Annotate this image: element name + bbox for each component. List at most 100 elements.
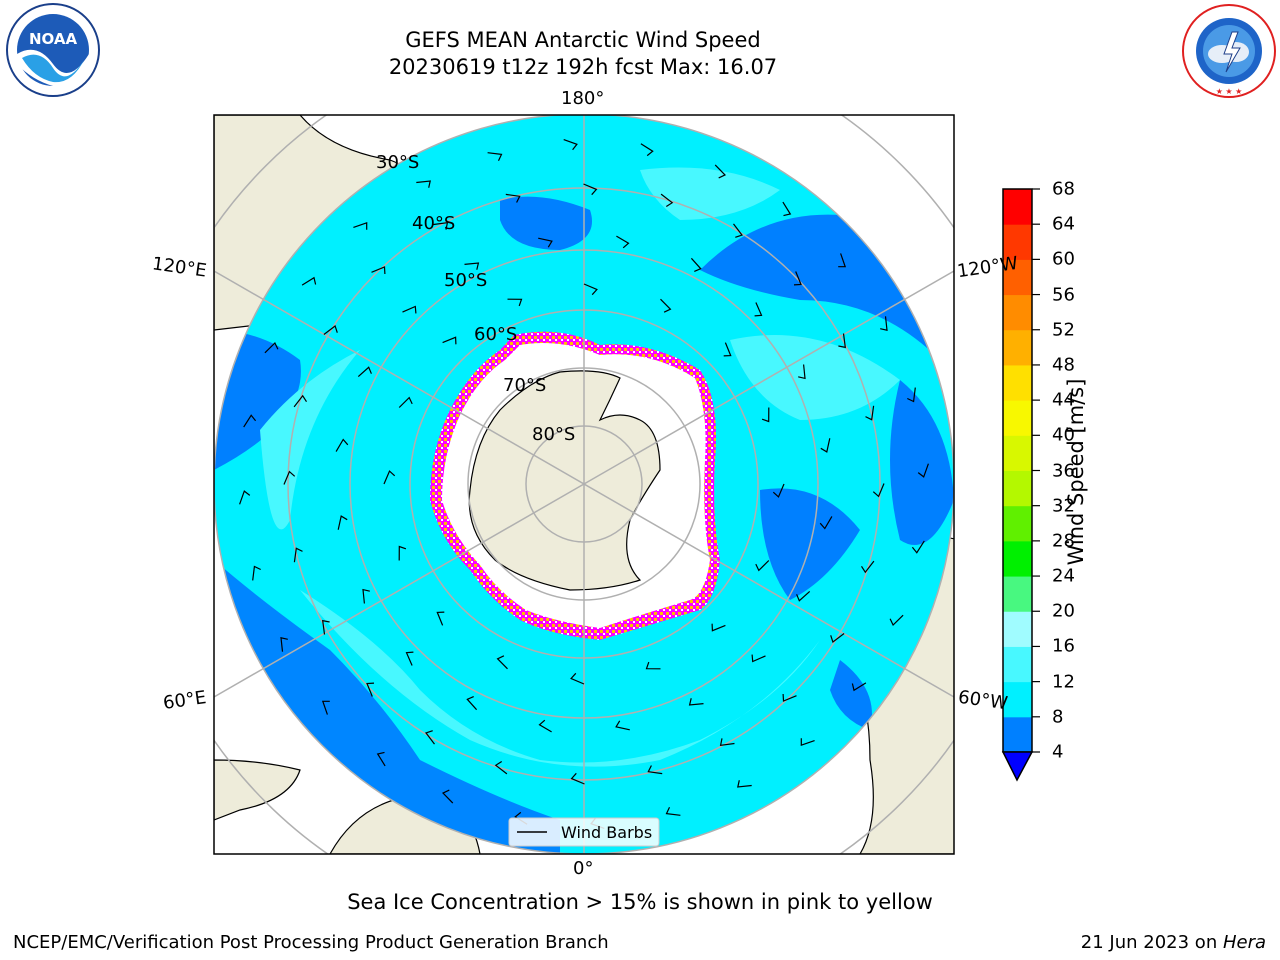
wind-barb	[838, 253, 847, 268]
wind-barb	[754, 302, 763, 317]
wind-barb	[366, 682, 375, 697]
wind-barb	[442, 336, 457, 345]
wind-barb	[793, 271, 802, 286]
colorbar-segment	[1003, 259, 1032, 296]
lat-label-50: 50°S	[444, 270, 488, 291]
wind-barb	[293, 394, 308, 408]
wind-barb	[772, 483, 785, 498]
colorbar-tick-label: 16	[1052, 635, 1075, 657]
map-subtitle: 20230619 t12z 192h fcst Max: 16.07	[388, 55, 778, 79]
colorbar-tick-label: 56	[1052, 284, 1075, 306]
noaa-logo: NOAA	[6, 3, 100, 97]
wind-barb	[688, 698, 704, 706]
wind-barb	[889, 614, 904, 627]
colorbar-segment	[1003, 189, 1032, 225]
wind-barb	[376, 751, 386, 767]
colorbar-segment	[1003, 681, 1032, 718]
wind-barb	[496, 655, 508, 670]
wind-barb	[872, 483, 885, 498]
wind-barb	[719, 738, 735, 747]
colorbar-segment	[1003, 224, 1032, 260]
footer-date: 21 Jun 2023 on Hera	[1081, 932, 1266, 953]
map-frame	[213, 114, 955, 855]
wind-barb	[436, 611, 445, 626]
wind-barb	[243, 414, 257, 428]
wind-barb	[283, 470, 296, 485]
wind-barb	[800, 738, 815, 747]
wind-barb	[723, 342, 732, 357]
wind-barb	[321, 700, 330, 715]
lon-label-bottom: 0°	[573, 858, 594, 879]
wind-barb	[466, 696, 478, 711]
colorbar-segment	[1003, 576, 1032, 612]
wind-barb	[416, 180, 431, 188]
wind-barb	[733, 223, 743, 238]
wind-barb	[917, 463, 929, 478]
wind-barb	[371, 266, 386, 275]
wind-barb	[323, 325, 338, 335]
wind-barb	[402, 305, 417, 314]
map-title: GEFS MEAN Antarctic Wind Speed	[405, 28, 761, 52]
wind-barb	[583, 183, 598, 196]
colorbar-tick-label: 52	[1052, 319, 1075, 341]
wind-barb	[880, 316, 888, 331]
lat-label-70: 70°S	[503, 375, 547, 396]
wind-barb	[353, 221, 368, 230]
wind-barb	[645, 661, 661, 670]
colorbar-segment	[1003, 364, 1032, 401]
wind-barb	[280, 637, 288, 652]
wind-barb	[711, 623, 726, 632]
lat-label-80: 80°S	[532, 424, 576, 445]
wind-barb	[865, 405, 875, 421]
wind-barb	[751, 654, 766, 663]
legend-label: Wind Barbs	[561, 823, 652, 842]
colorbar-segment	[1003, 435, 1032, 471]
lon-label-top: 180°	[561, 88, 605, 109]
wind-barb	[616, 235, 630, 249]
graticule	[214, 115, 954, 854]
colorbar-tick-label: 20	[1052, 600, 1075, 622]
wind-barb	[796, 590, 811, 602]
wind-barb	[820, 438, 831, 453]
wind-barb	[398, 545, 407, 561]
colorbar	[1003, 188, 1040, 753]
footer-date-text: 21 Jun 2023 on	[1080, 932, 1223, 953]
wind-barb	[464, 262, 480, 270]
wind-barb	[798, 364, 806, 380]
nws-logo: ★ ★ ★	[1182, 4, 1276, 98]
wind-barb	[570, 672, 585, 685]
footer-host: Hera	[1222, 932, 1266, 953]
wind-barb	[570, 772, 585, 785]
colorbar-segment	[1003, 400, 1032, 436]
colorbar-tick-label: 48	[1052, 354, 1075, 376]
wind-barb	[433, 221, 449, 230]
colorbar-segment	[1003, 611, 1032, 647]
wind-barb	[819, 516, 833, 530]
colorbar-segment	[1003, 294, 1032, 331]
wind-barb	[782, 201, 792, 217]
colorbar-segment	[1003, 505, 1032, 542]
colorbar-segment	[1003, 470, 1032, 507]
noaa-logo-text: NOAA	[29, 30, 78, 48]
wind-barb	[563, 139, 578, 151]
wind-barb	[907, 387, 916, 403]
colorbar-under-arrow	[1001, 751, 1034, 782]
wind-barb	[640, 143, 654, 157]
wind-barb	[761, 407, 770, 423]
lat-label-60: 60°S	[474, 324, 518, 345]
colorbar-segment	[1003, 646, 1032, 683]
wind-barb	[252, 565, 261, 581]
wind-barb	[660, 193, 674, 208]
colorbar-segment	[1003, 329, 1032, 366]
wind-barb	[782, 693, 797, 702]
lat-label-30: 30°S	[376, 152, 420, 173]
colorbar-tick-label: 36	[1052, 460, 1075, 481]
wind-barb	[505, 193, 521, 203]
wind-barb	[507, 298, 523, 307]
wind-barb	[398, 396, 413, 408]
wind-barb	[737, 780, 752, 788]
colorbar-segment	[1003, 716, 1032, 753]
wind-barb	[714, 164, 727, 179]
colorbar-tick-label: 8	[1052, 706, 1064, 728]
